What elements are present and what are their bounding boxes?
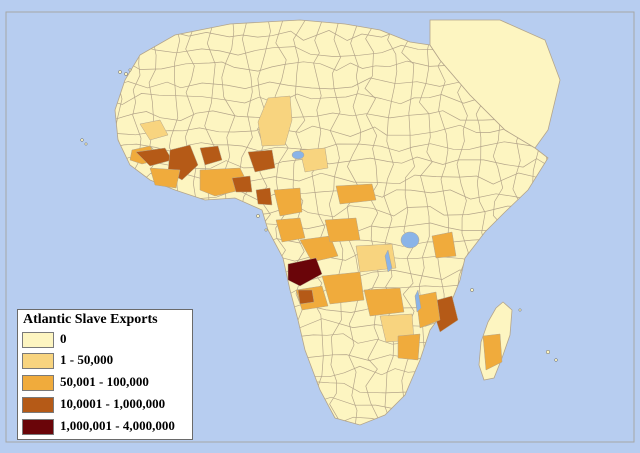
cape-verde-island: [84, 142, 88, 146]
seychelles-island: [518, 308, 522, 312]
legend-label: 1,000,001 - 4,000,000: [60, 418, 175, 433]
region-lunda: [363, 287, 405, 317]
region-border-line: [364, 20, 380, 425]
region-gabon: [275, 217, 306, 243]
region-east-coast: [431, 231, 457, 259]
region-biafra: [255, 187, 273, 206]
legend-label: 0: [60, 331, 67, 346]
islands: [80, 68, 558, 362]
lake-victoria: [400, 231, 420, 249]
region-niger-a: [247, 149, 276, 173]
region-congo-a: [299, 235, 339, 263]
legend-swatch: [22, 353, 54, 369]
reunion-island: [554, 358, 558, 362]
region-angola-coast: [297, 289, 315, 305]
legend-swatch: [22, 419, 54, 435]
legend: Atlantic Slave Exports 0 1 - 50,000 50,0…: [17, 309, 193, 440]
legend-swatch: [22, 375, 54, 391]
region-sahara-light: [257, 95, 293, 147]
region-border-line: [311, 20, 326, 425]
region-mozambique-c: [397, 333, 421, 361]
lake-malawi: [414, 289, 422, 313]
region-border-line: [115, 124, 548, 137]
arabia-landmass: [429, 19, 561, 149]
export-regions: [129, 95, 503, 371]
region-kongo-angola: [287, 257, 323, 287]
region-border-line: [383, 20, 398, 425]
region-bight-benin: [231, 175, 253, 193]
region-lake-chad: [299, 147, 329, 173]
region-central-a: [335, 183, 377, 205]
legend-title: Atlantic Slave Exports: [23, 312, 158, 327]
cape-verde-island: [80, 138, 84, 142]
legend-label: 1 - 50,000: [60, 352, 114, 367]
bioko-island: [256, 214, 260, 218]
region-congo-c: [355, 243, 397, 273]
region-mozambique-b: [415, 291, 441, 329]
mauritius-island: [545, 349, 551, 355]
legend-swatch: [22, 397, 54, 413]
comoros-island: [470, 288, 474, 292]
canary-island: [118, 70, 122, 74]
lake-tanganyika: [384, 249, 393, 273]
legend-swatch: [22, 332, 54, 348]
map-border: [5, 11, 635, 443]
region-angola-b: [321, 271, 365, 305]
region-border-line: [418, 20, 433, 425]
lakes: [291, 150, 422, 313]
region-gold-coast: [149, 167, 181, 189]
region-cameroon: [273, 187, 303, 217]
legend-label: 50,001 - 100,000: [60, 374, 149, 389]
region-west-sahel: [139, 119, 169, 141]
region-madagascar-west: [482, 333, 503, 371]
region-west-coast-c: [199, 145, 223, 166]
canary-island: [124, 72, 128, 76]
sao-tome-island: [264, 228, 268, 232]
region-congo-b: [324, 217, 361, 243]
canary-island: [128, 68, 132, 72]
lake-chad: [291, 150, 305, 160]
legend-label: 10,0001 - 1,000,000: [60, 396, 166, 411]
